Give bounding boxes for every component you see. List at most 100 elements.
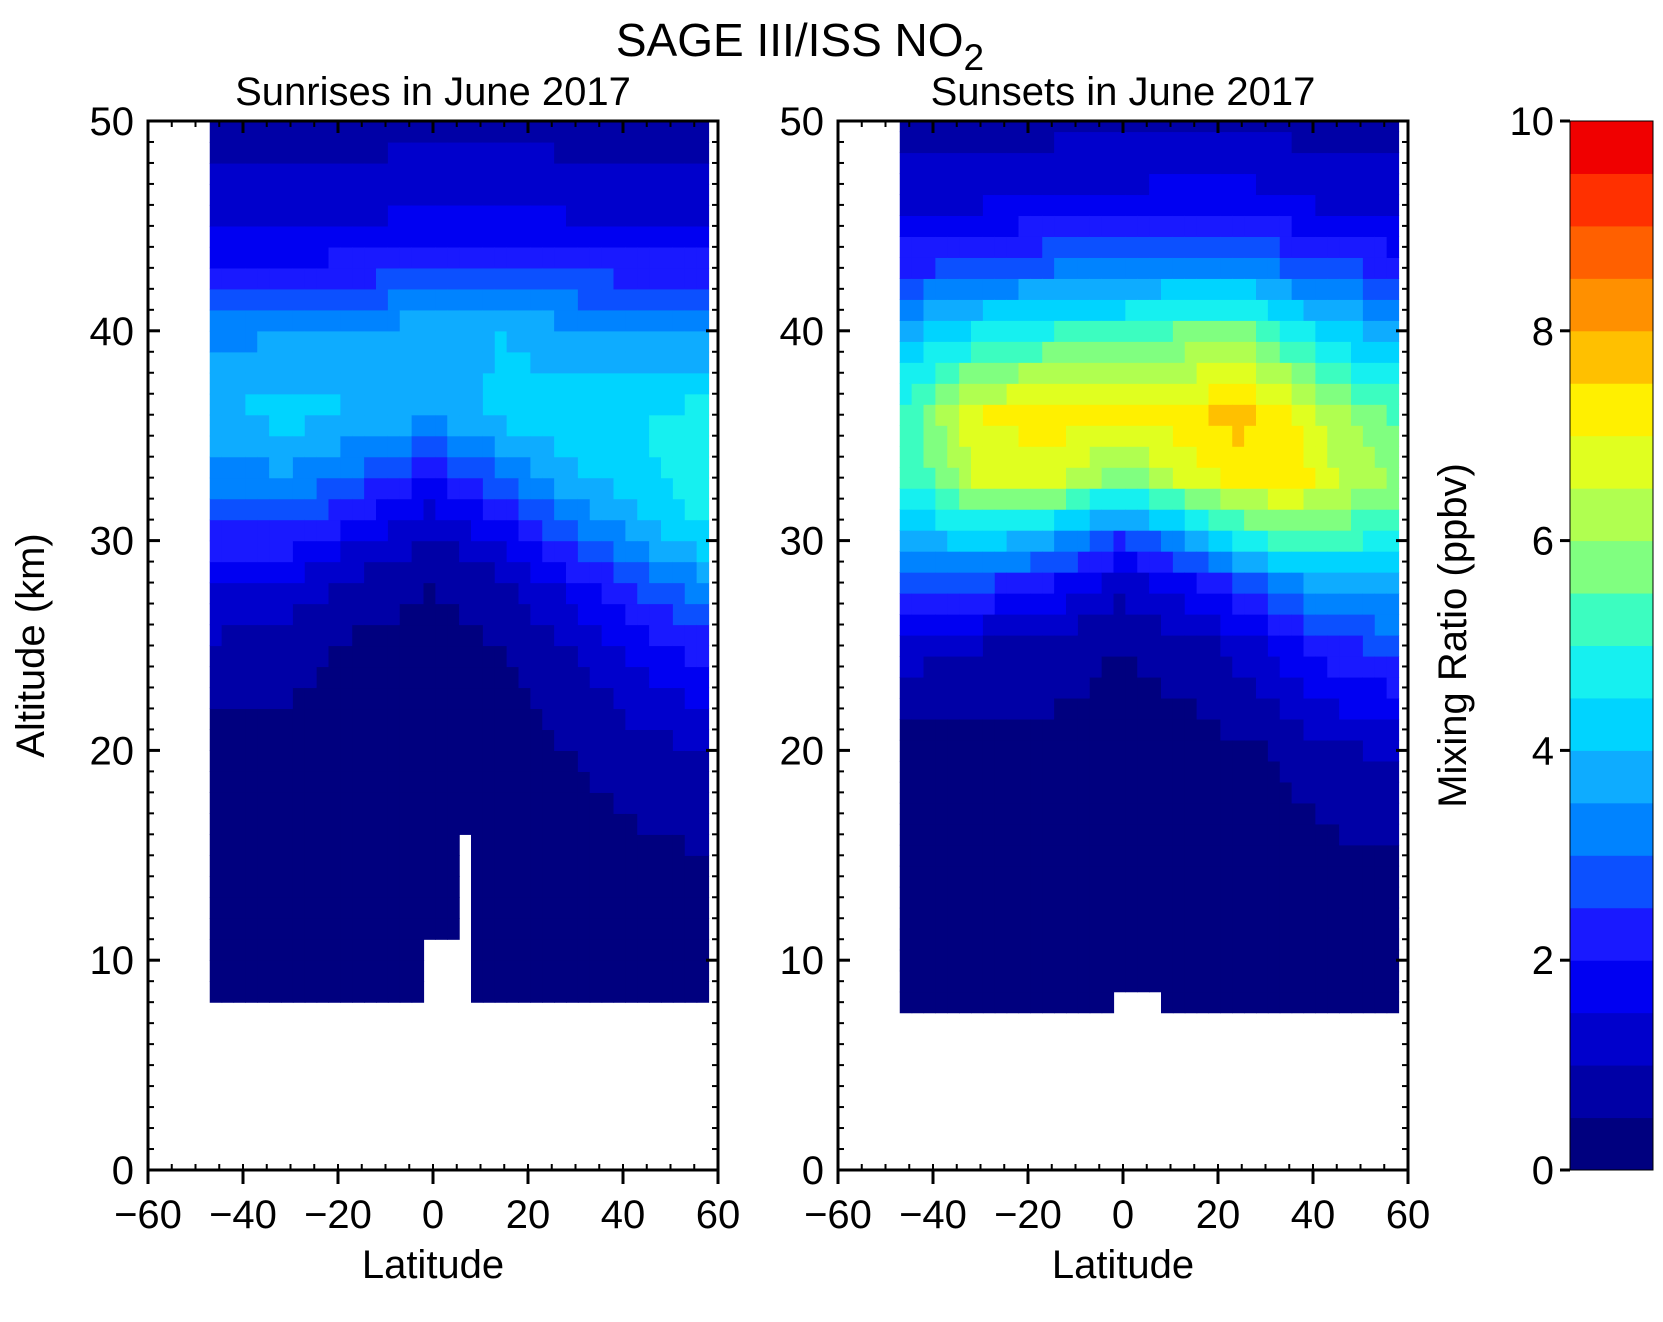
heatmap-cell	[1220, 121, 1233, 133]
heatmap-cell	[566, 918, 579, 940]
heatmap-cell	[376, 204, 389, 227]
heatmap-cell	[899, 697, 913, 720]
heatmap-cell	[376, 792, 389, 814]
heatmap-cell	[637, 267, 650, 290]
heatmap-cell	[566, 414, 579, 437]
heatmap-cell	[672, 267, 686, 290]
heatmap-cell	[1208, 509, 1221, 531]
heatmap-cell	[1386, 446, 1400, 468]
heatmap-cell	[1244, 173, 1257, 196]
heatmap-cell	[542, 771, 555, 793]
heatmap-cell	[899, 173, 913, 196]
heatmap-cell	[935, 383, 948, 405]
heatmap-cell	[1184, 614, 1198, 636]
heatmap-cell	[1161, 781, 1174, 804]
heatmap-cell	[1030, 991, 1043, 1014]
heatmap-cell	[1113, 551, 1126, 573]
heatmap-cell	[661, 666, 674, 689]
heatmap-cell	[506, 204, 520, 227]
heatmap-cell	[518, 792, 531, 814]
heatmap-cell	[1256, 991, 1269, 1014]
heatmap-cell	[982, 802, 996, 825]
heatmap-cell	[328, 246, 341, 269]
heatmap-cell	[423, 834, 436, 856]
heatmap-cell	[1267, 970, 1281, 993]
heatmap-cell	[696, 645, 710, 668]
heatmap-cell	[221, 561, 235, 584]
heatmap-cell	[245, 141, 258, 164]
heatmap-cell	[269, 477, 282, 500]
heatmap-cell	[637, 918, 650, 940]
heatmap-cell	[1042, 383, 1055, 405]
heatmap-cell	[316, 267, 330, 290]
heatmap-cell	[613, 582, 626, 605]
heatmap-cell	[1244, 362, 1257, 384]
heatmap-cell	[376, 771, 389, 793]
heatmap-cell	[376, 288, 389, 311]
heatmap-cell	[1161, 635, 1174, 657]
heatmap-cell	[601, 813, 615, 835]
heatmap-cell	[672, 288, 686, 311]
heatmap-cell	[923, 949, 936, 972]
heatmap-cell	[1042, 530, 1055, 552]
heatmap-cell	[1030, 121, 1043, 133]
heatmap-cell	[1113, 823, 1126, 846]
colorbar-swatch	[1570, 645, 1653, 699]
heatmap-cell	[911, 676, 925, 699]
heatmap-cell	[471, 309, 484, 332]
heatmap-cell	[971, 320, 984, 342]
heatmap-cell	[1244, 593, 1257, 615]
heatmap-cell	[1208, 299, 1221, 321]
heatmap-cell	[411, 519, 425, 542]
heatmap-cell	[1184, 991, 1198, 1014]
heatmap-cell	[589, 372, 603, 395]
heatmap-cell	[542, 645, 555, 668]
heatmap-cell	[566, 729, 579, 751]
heatmap-cell	[1101, 718, 1115, 741]
heatmap-cell	[411, 561, 425, 584]
heatmap-cell	[471, 687, 484, 710]
heatmap-cell	[209, 813, 223, 835]
heatmap-cell	[364, 288, 377, 311]
heatmap-cell	[423, 183, 436, 206]
heatmap-cell	[1351, 593, 1364, 615]
heatmap-cell	[577, 834, 591, 856]
heatmap-cell	[304, 267, 318, 290]
heatmap-cell	[1149, 236, 1162, 258]
heatmap-cell	[1101, 760, 1115, 783]
heatmap-cell	[1030, 509, 1043, 531]
heatmap-cell	[971, 404, 984, 426]
heatmap-cell	[661, 414, 674, 437]
heatmap-cell	[613, 372, 626, 395]
heatmap-cell	[459, 330, 472, 353]
heatmap-cell	[352, 960, 365, 982]
heatmap-cell	[899, 593, 913, 615]
heatmap-cell	[637, 813, 650, 835]
heatmap-cell	[1315, 320, 1328, 342]
heatmap-cell	[482, 603, 496, 626]
heatmap-cell	[672, 162, 686, 185]
heatmap-cell	[1267, 802, 1281, 825]
heatmap-cell	[971, 362, 984, 384]
heatmap-cell	[649, 141, 662, 164]
heatmap-cell	[1161, 844, 1174, 867]
heatmap-cell	[471, 246, 484, 269]
heatmap-cell	[1244, 425, 1257, 447]
heatmap-cell	[1339, 802, 1352, 825]
heatmap-cell	[1279, 341, 1293, 363]
heatmap-cell	[447, 162, 460, 185]
heatmap-cell	[447, 183, 460, 206]
heatmap-cell	[1077, 655, 1091, 678]
heatmap-cell	[566, 645, 579, 668]
heatmap-cell	[684, 708, 698, 731]
heatmap-cell	[1208, 467, 1221, 489]
heatmap-cell	[1303, 739, 1316, 762]
heatmap-cell	[1137, 928, 1150, 951]
heatmap-cell	[911, 257, 925, 279]
heatmap-cell	[1066, 131, 1079, 154]
heatmap-cell	[506, 414, 520, 437]
heatmap-cell	[1220, 215, 1233, 237]
heatmap-cell	[221, 288, 235, 311]
heatmap-cell	[1066, 781, 1079, 804]
heatmap-cell	[1386, 844, 1400, 867]
